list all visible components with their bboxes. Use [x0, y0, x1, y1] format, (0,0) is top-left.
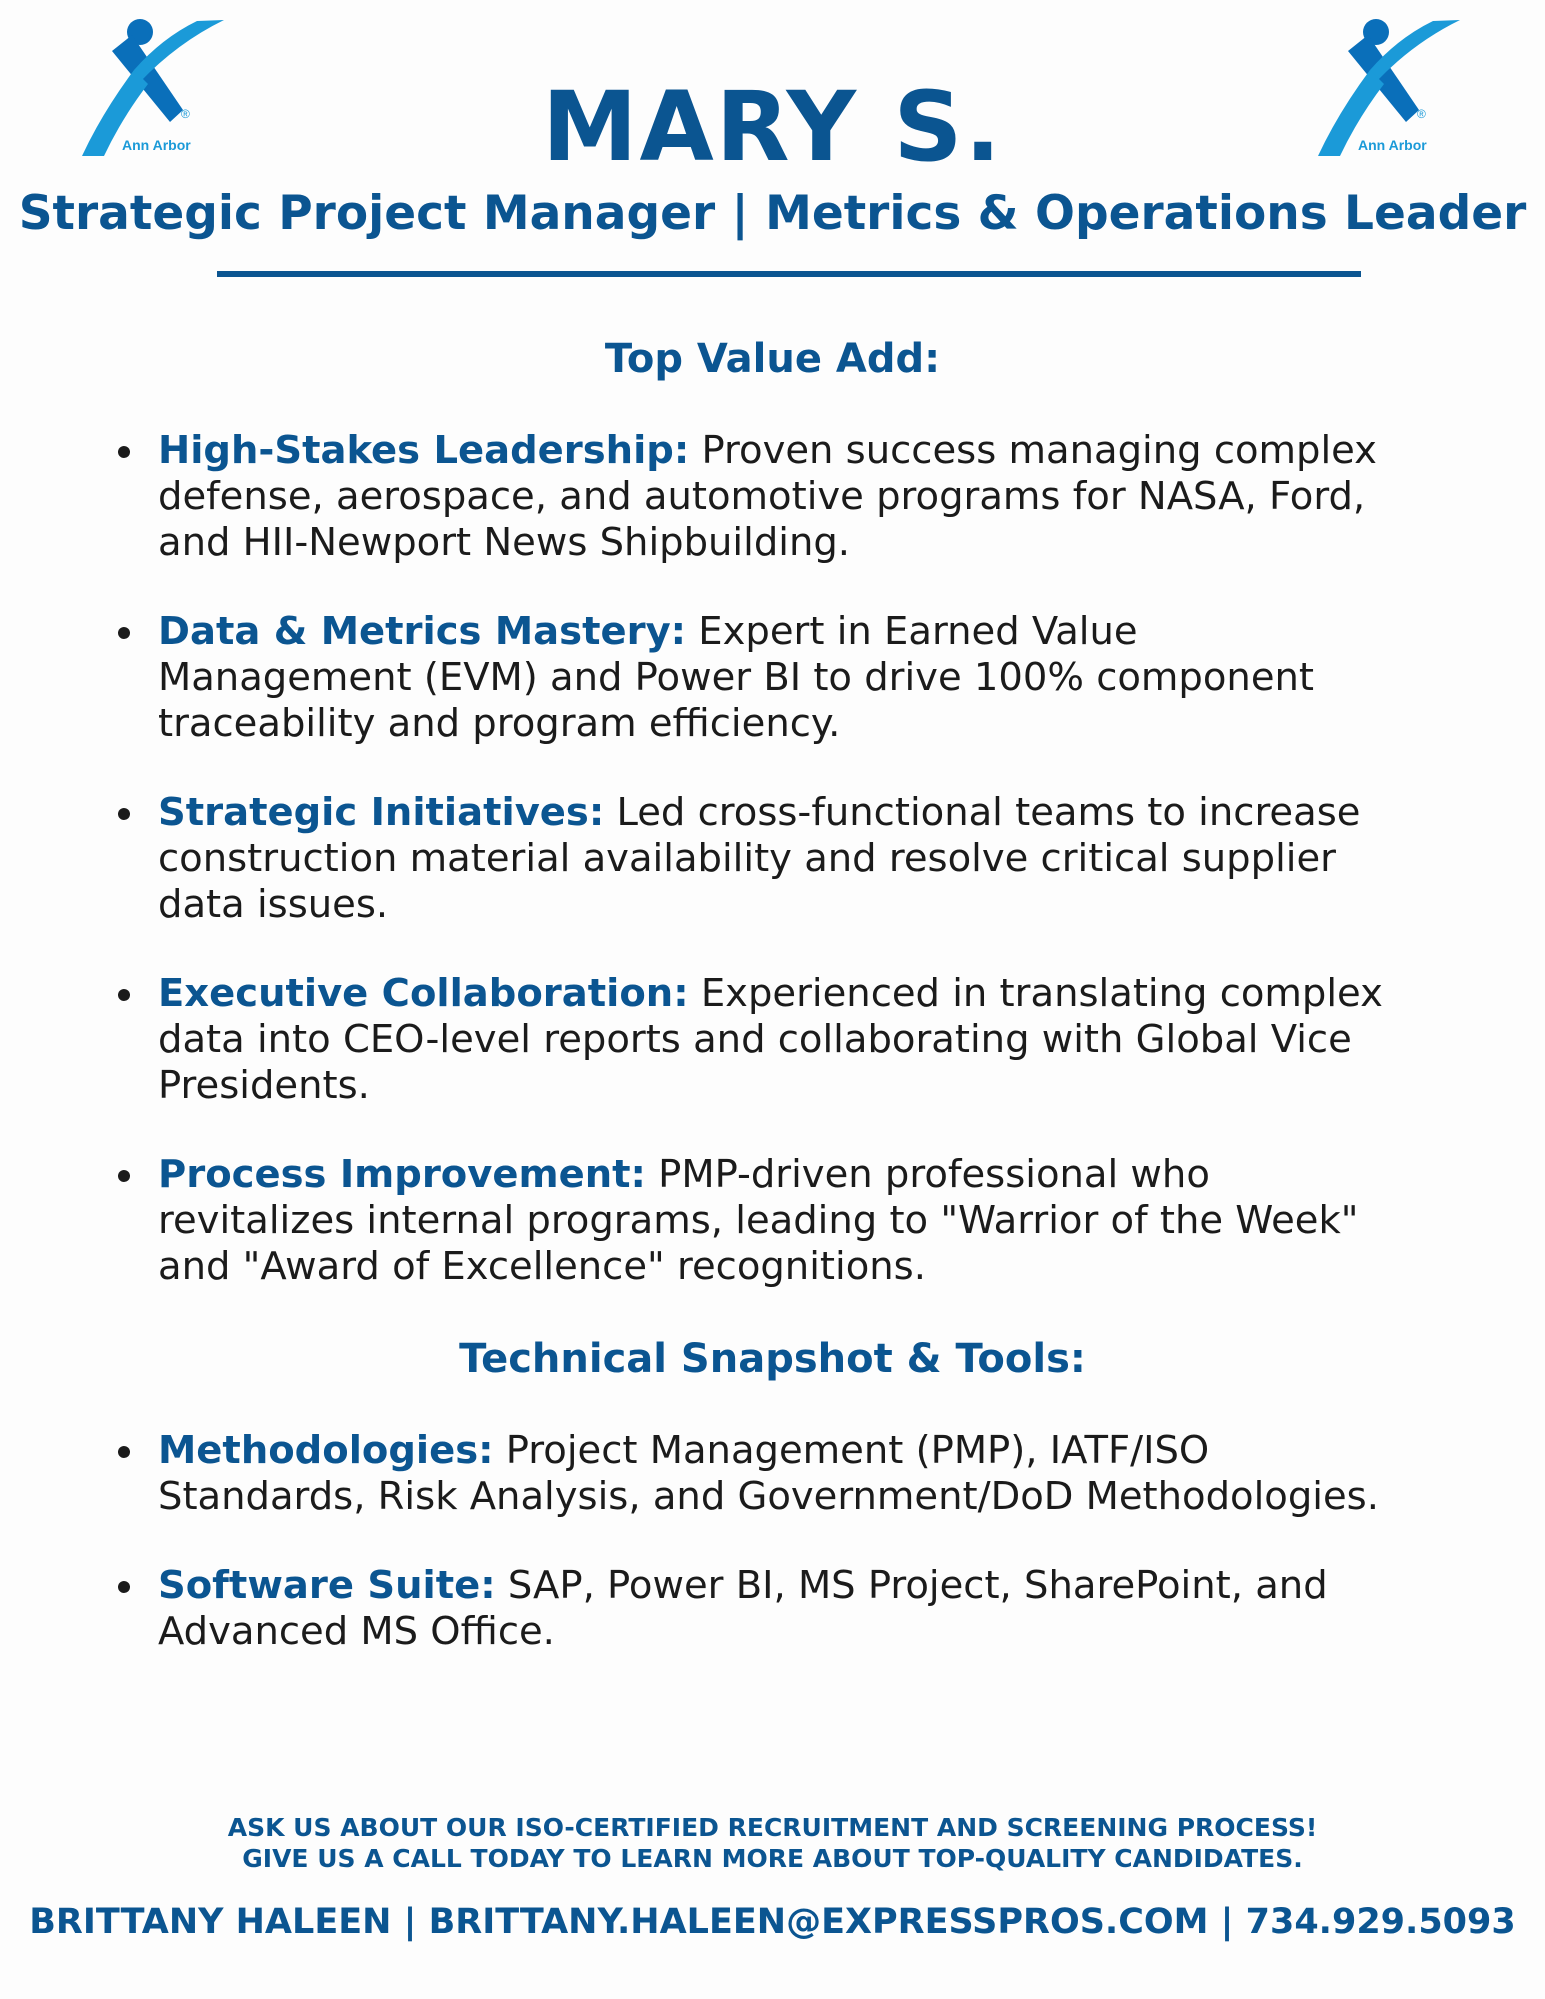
list-item: Software Suite: SAP, Power BI, MS Projec…: [0, 1563, 1398, 1655]
technical-heading: Technical Snapshot & Tools:: [459, 1336, 1086, 1382]
express-logo-right: ®: [1318, 18, 1464, 162]
item-text: Led cross-functional teams to increase c…: [158, 790, 1361, 927]
item-text: Project Management (PMP), IATF/ISO Stand…: [158, 1428, 1379, 1519]
value-add-list: High-Stakes Leadership: Proven success m…: [0, 428, 1545, 1333]
list-item: Methodologies: Project Management (PMP),…: [0, 1428, 1398, 1520]
item-text: Experienced in translating complex data …: [158, 971, 1383, 1108]
item-label: High-Stakes Leadership:: [158, 428, 690, 473]
bullet-icon: [118, 446, 130, 458]
divider: [217, 271, 1361, 277]
item-text: Expert in Earned Value Management (EVM) …: [158, 609, 1314, 746]
contact-line: BRITTANY HALEEN | BRITTANY.HALEEN@EXPRES…: [29, 1902, 1516, 1942]
logo-label-left: Ann Arbor: [122, 137, 191, 153]
technical-list: Methodologies: Project Management (PMP),…: [0, 1428, 1545, 1698]
list-item: Process Improvement: PMP-driven professi…: [0, 1152, 1398, 1290]
bullet-icon: [118, 627, 130, 639]
item-label: Software Suite:: [158, 1563, 496, 1608]
bullet-icon: [118, 808, 130, 820]
candidate-title: Strategic Project Manager | Metrics & Op…: [18, 186, 1527, 241]
footer-line-2: GIVE US A CALL TODAY TO LEARN MORE ABOUT…: [242, 1844, 1303, 1873]
footer-line-1: ASK US ABOUT OUR ISO-CERTIFIED RECRUITME…: [227, 1813, 1318, 1842]
list-item: High-Stakes Leadership: Proven success m…: [0, 428, 1398, 566]
item-text: Proven success managing complex defense,…: [158, 428, 1377, 565]
item-label: Strategic Initiatives:: [158, 790, 605, 835]
candidate-name: MARY S.: [541, 71, 1004, 183]
list-item: Executive Collaboration: Experienced in …: [0, 971, 1398, 1109]
item-text: PMP-driven professional who revitalizes …: [158, 1152, 1359, 1289]
bullet-icon: [118, 1446, 130, 1458]
bullet-icon: [118, 1581, 130, 1593]
value-add-heading: Top Value Add:: [604, 336, 941, 382]
item-label: Data & Metrics Mastery:: [158, 609, 687, 654]
svg-text:®: ®: [1417, 107, 1426, 121]
list-item: Strategic Initiatives: Led cross-functio…: [0, 790, 1398, 928]
svg-text:®: ®: [181, 107, 190, 121]
item-label: Executive Collaboration:: [158, 971, 689, 1016]
logo-label-right: Ann Arbor: [1358, 137, 1427, 153]
bullet-icon: [118, 1170, 130, 1182]
item-label: Methodologies:: [158, 1428, 494, 1473]
item-text: SAP, Power BI, MS Project, SharePoint, a…: [158, 1563, 1328, 1654]
footer-callout: ASK US ABOUT OUR ISO-CERTIFIED RECRUITME…: [0, 1812, 1545, 1874]
list-item: Data & Metrics Mastery: Expert in Earned…: [0, 609, 1398, 747]
express-logo-left: ®: [82, 18, 228, 162]
bullet-icon: [118, 989, 130, 1001]
item-label: Process Improvement:: [158, 1152, 646, 1197]
